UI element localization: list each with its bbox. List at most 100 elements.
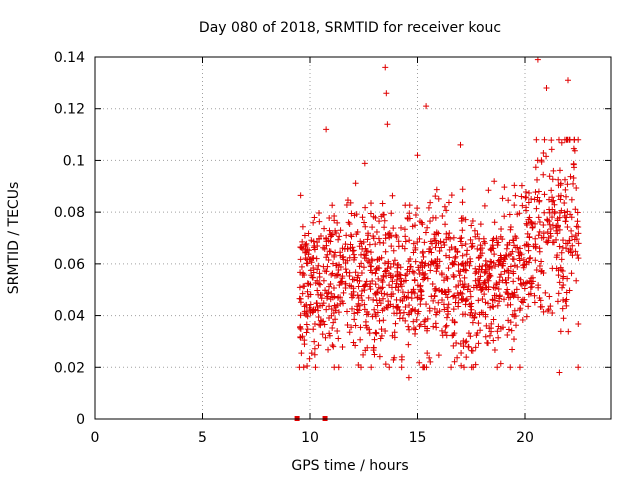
data-point xyxy=(402,272,409,279)
data-point xyxy=(325,289,332,296)
data-point xyxy=(427,238,434,245)
data-point xyxy=(464,259,471,266)
data-point xyxy=(302,243,309,250)
data-point xyxy=(375,275,382,282)
data-point xyxy=(404,215,411,222)
data-point xyxy=(575,224,582,231)
data-point xyxy=(564,275,571,282)
data-point xyxy=(414,238,421,245)
data-point xyxy=(321,246,328,253)
data-point xyxy=(470,364,477,371)
data-point xyxy=(521,261,528,268)
data-point xyxy=(512,244,519,251)
data-point xyxy=(383,267,390,274)
data-point xyxy=(493,292,500,299)
data-point xyxy=(370,296,377,303)
data-point xyxy=(490,284,497,291)
data-point xyxy=(475,269,482,276)
data-point xyxy=(538,158,545,165)
data-point xyxy=(321,321,328,328)
data-point xyxy=(388,210,395,217)
data-point xyxy=(419,221,426,228)
data-point xyxy=(533,136,540,143)
data-point xyxy=(328,271,335,278)
data-point xyxy=(425,204,432,211)
data-point xyxy=(507,224,514,231)
data-point xyxy=(375,235,382,242)
data-point xyxy=(361,282,368,289)
data-point xyxy=(399,289,406,296)
data-point xyxy=(358,260,365,267)
data-point xyxy=(311,351,318,358)
data-point xyxy=(373,229,380,236)
data-point xyxy=(424,327,431,334)
data-point xyxy=(568,214,575,221)
data-point xyxy=(560,296,567,303)
data-point xyxy=(575,255,582,262)
axis-ticks xyxy=(94,56,611,420)
data-point xyxy=(566,237,573,244)
data-point xyxy=(503,279,510,286)
data-point xyxy=(339,273,346,280)
data-point xyxy=(563,302,570,309)
data-point xyxy=(515,275,522,282)
data-point xyxy=(494,302,501,309)
data-point xyxy=(469,242,476,249)
data-point xyxy=(445,199,452,206)
data-point xyxy=(574,251,581,258)
data-point xyxy=(355,283,362,290)
data-point xyxy=(342,241,349,248)
data-point xyxy=(512,192,519,199)
data-point xyxy=(433,324,440,331)
data-point xyxy=(573,236,580,243)
data-point xyxy=(303,302,310,309)
data-point xyxy=(407,263,414,270)
data-point xyxy=(427,199,434,206)
data-point xyxy=(402,202,409,209)
data-point xyxy=(472,344,479,351)
data-point xyxy=(458,234,465,241)
data-point xyxy=(452,253,459,260)
data-point xyxy=(306,355,313,362)
data-point xyxy=(309,274,316,281)
data-point xyxy=(520,256,527,263)
data-point xyxy=(344,322,351,329)
data-point xyxy=(555,136,562,143)
data-point xyxy=(378,290,385,297)
data-point xyxy=(575,136,582,143)
data-point xyxy=(363,278,370,285)
data-point xyxy=(490,337,497,344)
data-point xyxy=(426,354,433,361)
data-point xyxy=(531,196,538,203)
data-point xyxy=(298,350,305,357)
data-point xyxy=(347,232,354,239)
data-point xyxy=(389,278,396,285)
data-point xyxy=(438,244,445,251)
data-point xyxy=(356,277,363,284)
data-point xyxy=(344,308,351,315)
data-point xyxy=(313,300,320,307)
data-point xyxy=(419,249,426,256)
data-point xyxy=(521,242,528,249)
data-point xyxy=(326,227,333,234)
data-point xyxy=(371,336,378,343)
data-point xyxy=(351,310,358,317)
data-point xyxy=(326,214,333,221)
data-point xyxy=(493,280,500,287)
data-point xyxy=(396,271,403,278)
data-point xyxy=(495,285,502,292)
data-point xyxy=(525,199,532,206)
data-point xyxy=(548,137,555,144)
data-point xyxy=(416,270,423,277)
data-point xyxy=(526,233,533,240)
data-point xyxy=(575,320,582,327)
data-point xyxy=(459,227,466,234)
data-point xyxy=(551,201,558,208)
data-point xyxy=(378,326,385,333)
data-point xyxy=(379,307,386,314)
data-point xyxy=(372,270,379,277)
data-point xyxy=(335,261,342,268)
data-point xyxy=(330,260,337,267)
data-point xyxy=(355,307,362,314)
data-point xyxy=(445,308,452,315)
